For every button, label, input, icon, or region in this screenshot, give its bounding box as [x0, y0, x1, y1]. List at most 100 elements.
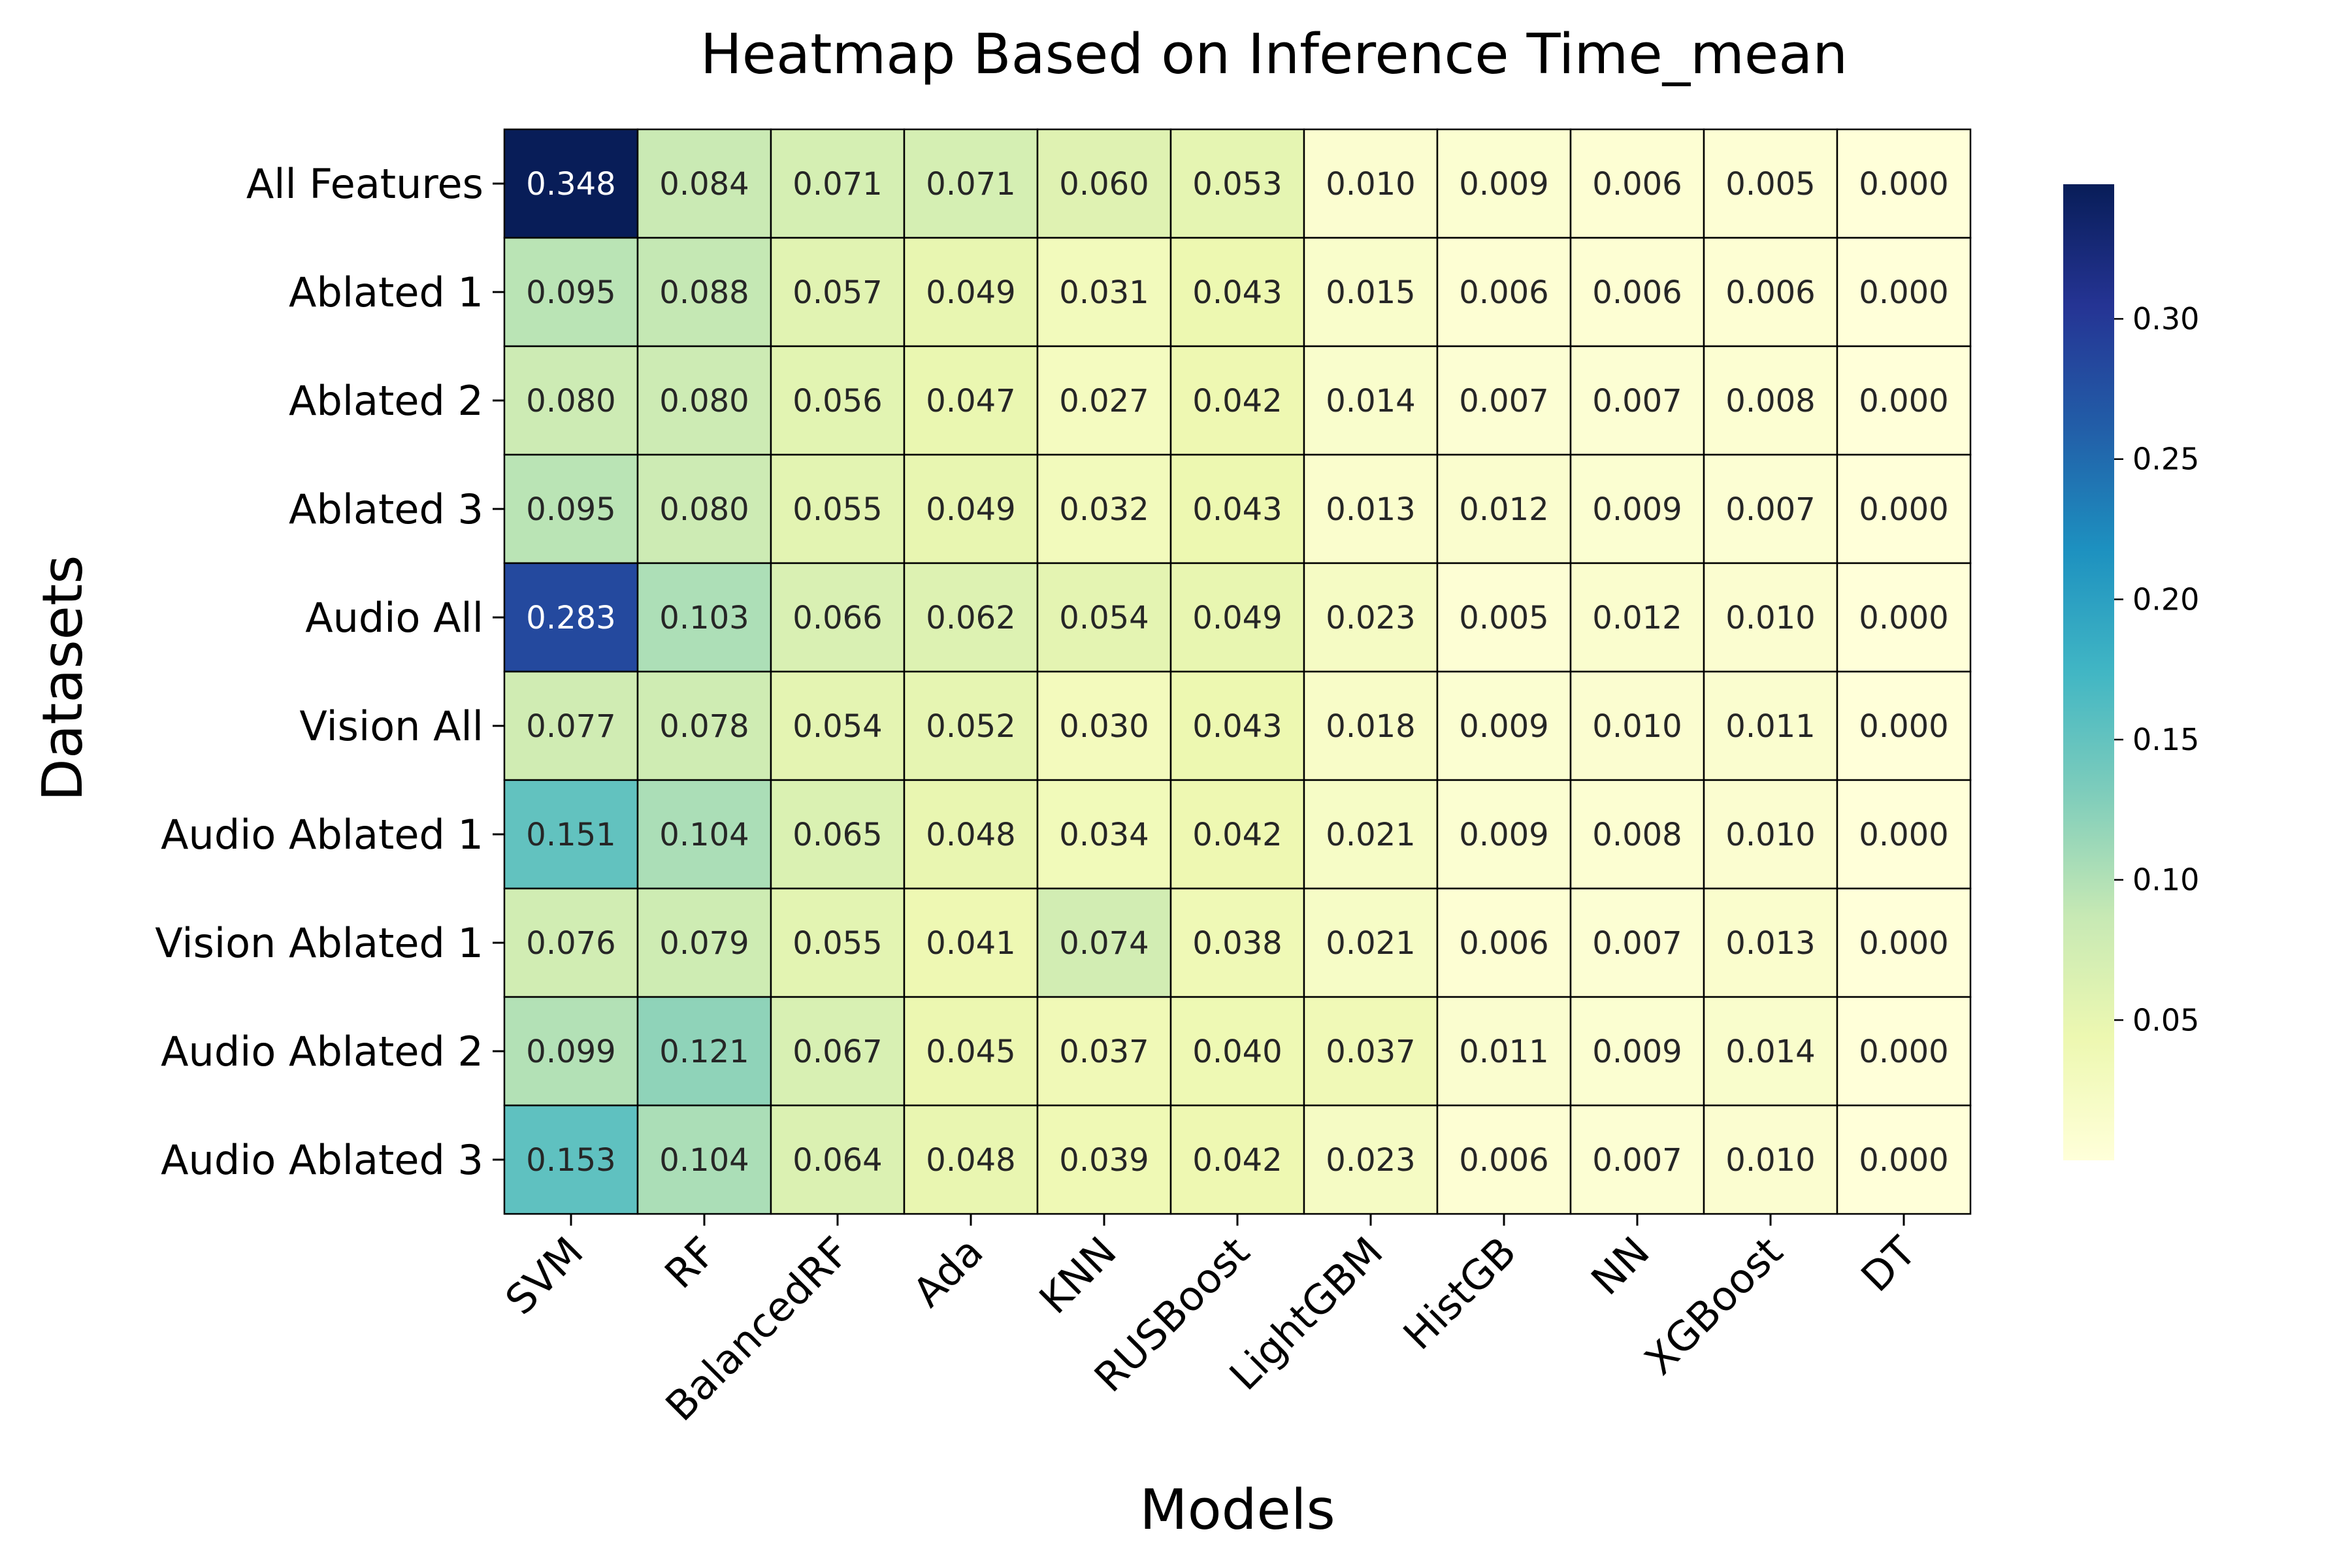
heatmap-cell-label: 0.012: [1459, 491, 1548, 528]
heatmap-cell-label: 0.071: [926, 166, 1015, 203]
heatmap-cell-label: 0.056: [792, 383, 882, 419]
heatmap-cell-label: 0.007: [1725, 491, 1815, 528]
heatmap-cell-label: 0.037: [1326, 1034, 1415, 1070]
y-tick-label: Ablated 3: [289, 485, 483, 533]
heatmap-cell: [903, 1104, 1039, 1215]
heatmap-cell-label: 0.078: [659, 708, 749, 745]
heatmap-cell: [1169, 562, 1305, 673]
heatmap-cell: [1836, 237, 1972, 348]
heatmap-cell-label: 0.038: [1192, 925, 1282, 962]
heatmap-cell: [1436, 1104, 1572, 1215]
heatmap-cell: [1036, 887, 1172, 998]
heatmap-cell-label: 0.049: [926, 491, 1015, 528]
heatmap-cell-label: 0.104: [659, 1142, 749, 1179]
heatmap-cell: [1303, 562, 1439, 673]
heatmap-cell-label: 0.009: [1592, 1034, 1682, 1070]
heatmap-cell-label: 0.009: [1459, 708, 1548, 745]
heatmap-cell-label: 0.000: [1859, 600, 1948, 636]
heatmap-cell-label: 0.283: [526, 600, 615, 636]
heatmap-cell-label: 0.034: [1059, 817, 1149, 853]
heatmap-cell-label: 0.088: [659, 274, 749, 311]
heatmap-cell: [1836, 562, 1972, 673]
heatmap-cell: [770, 1104, 906, 1215]
heatmap-cell-label: 0.104: [659, 817, 749, 853]
heatmap-cell: [1836, 996, 1972, 1107]
y-tick-label: Vision All: [299, 702, 483, 750]
heatmap-cell: [1569, 345, 1705, 456]
heatmap-cell-label: 0.095: [526, 491, 615, 528]
heatmap-cell-label: 0.121: [659, 1034, 749, 1070]
heatmap-cell-label: 0.008: [1592, 817, 1682, 853]
heatmap-cell-label: 0.076: [526, 925, 615, 962]
heatmap-cell: [1569, 996, 1705, 1107]
heatmap-cell-label: 0.099: [526, 1034, 615, 1070]
heatmap-cell-label: 0.015: [1326, 274, 1415, 311]
heatmap-cell-label: 0.009: [1592, 491, 1682, 528]
heatmap-cell-label: 0.348: [526, 166, 615, 203]
heatmap-cell-label: 0.064: [792, 1142, 882, 1179]
heatmap-cell: [1303, 887, 1439, 998]
heatmap-cell: [1703, 128, 1838, 239]
heatmap-cell-label: 0.010: [1725, 1142, 1815, 1179]
heatmap-cell: [636, 562, 772, 673]
heatmap-cell: [903, 887, 1039, 998]
heatmap-cell-label: 0.054: [1059, 600, 1149, 636]
heatmap-cell-label: 0.000: [1859, 925, 1948, 962]
heatmap-cell: [1169, 453, 1305, 564]
colorbar-tick-label: 0.20: [2132, 581, 2199, 617]
y-tick-label: Ablated 1: [289, 269, 483, 316]
heatmap-cell-label: 0.042: [1192, 383, 1282, 419]
heatmap-cell-label: 0.006: [1725, 274, 1815, 311]
y-tick-label: Audio Ablated 2: [161, 1028, 483, 1075]
heatmap-cell-label: 0.010: [1326, 166, 1415, 203]
heatmap-cell: [1169, 128, 1305, 239]
heatmap-cell-label: 0.055: [792, 491, 882, 528]
heatmap-cell-label: 0.000: [1859, 274, 1948, 311]
heatmap-cell-label: 0.000: [1859, 708, 1948, 745]
heatmap-cell-label: 0.153: [526, 1142, 615, 1179]
heatmap-cell: [770, 562, 906, 673]
x-tick-label: DT: [1852, 1227, 1925, 1301]
heatmap-cell-label: 0.039: [1059, 1142, 1149, 1179]
heatmap-cell-label: 0.077: [526, 708, 615, 745]
heatmap-cell: [1036, 1104, 1172, 1215]
heatmap-cell: [503, 345, 639, 456]
heatmap-cell-label: 0.054: [792, 708, 882, 745]
heatmap-cell-label: 0.007: [1592, 383, 1682, 419]
heatmap-cell: [1303, 345, 1439, 456]
heatmap-cell-label: 0.043: [1192, 274, 1282, 311]
heatmap-cell-label: 0.023: [1326, 600, 1415, 636]
heatmap-cell-label: 0.055: [792, 925, 882, 962]
heatmap-cell: [1169, 779, 1305, 890]
heatmap-cell-label: 0.010: [1725, 600, 1815, 636]
heatmap-cell-label: 0.062: [926, 600, 1015, 636]
heatmap-cell: [636, 887, 772, 998]
heatmap-cell-label: 0.037: [1059, 1034, 1149, 1070]
heatmap-cell-label: 0.080: [526, 383, 615, 419]
heatmap-cell-label: 0.041: [926, 925, 1015, 962]
heatmap-cells: [503, 128, 1972, 1215]
heatmap-cell-label: 0.006: [1592, 166, 1682, 203]
heatmap-cell-label: 0.071: [792, 166, 882, 203]
heatmap-cell-label: 0.053: [1192, 166, 1282, 203]
heatmap-cell-label: 0.013: [1725, 925, 1815, 962]
heatmap-cell: [1169, 1104, 1305, 1215]
heatmap-cell-label: 0.011: [1459, 1034, 1548, 1070]
heatmap-cell: [903, 128, 1039, 239]
heatmap-cell-label: 0.043: [1192, 491, 1282, 528]
heatmap-cell-label: 0.049: [1192, 600, 1282, 636]
heatmap-cell-label: 0.031: [1059, 274, 1149, 311]
colorbar-tick-label: 0.30: [2132, 301, 2199, 336]
y-tick-label: All Features: [246, 160, 483, 208]
heatmap-cell-label: 0.047: [926, 383, 1015, 419]
heatmap-cell-label: 0.067: [792, 1034, 882, 1070]
heatmap-cell: [903, 996, 1039, 1107]
heatmap-cell-label: 0.000: [1859, 491, 1948, 528]
y-axis: All Features Ablated 1 Ablated 2 Ablated 3 A…: [155, 160, 504, 1184]
heatmap-cell-label: 0.079: [659, 925, 749, 962]
heatmap-cell-label: 0.045: [926, 1034, 1015, 1070]
colorbar-tick-label: 0.10: [2132, 862, 2199, 898]
heatmap-cell: [503, 562, 639, 673]
